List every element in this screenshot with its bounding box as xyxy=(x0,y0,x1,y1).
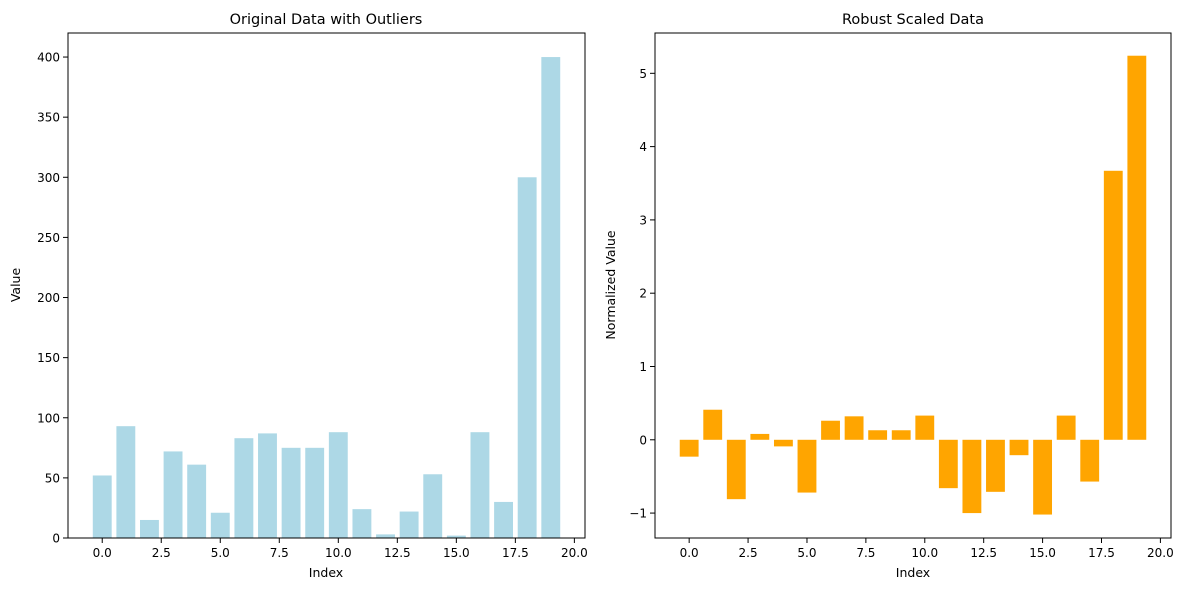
right-chart-bar-2 xyxy=(726,439,746,500)
right-chart-bar-15 xyxy=(1033,439,1053,515)
right-chart-xtick-label-4: 10.0 xyxy=(911,546,938,560)
right-chart-ytick-label-1: 0 xyxy=(639,433,647,447)
left-chart-bar-12 xyxy=(376,534,395,538)
right-chart-bar-0 xyxy=(679,439,699,457)
right-chart-bar-6 xyxy=(821,420,840,440)
left-chart-xtick-label-6: 15.0 xyxy=(443,546,470,560)
right-chart-bar-1 xyxy=(703,409,723,440)
right-chart-bar-13 xyxy=(986,439,1005,492)
right-chart-bar-12 xyxy=(962,439,982,514)
right-chart-bar-9 xyxy=(891,430,911,440)
right-chart-xtick-label-8: 20.0 xyxy=(1147,546,1174,560)
left-chart-xlabel: Index xyxy=(309,565,343,580)
left-chart-bar-18 xyxy=(517,177,537,539)
left-chart-bar-16 xyxy=(470,432,490,538)
left-chart-panel: Original Data with Outliers Index Value … xyxy=(8,12,588,580)
left-chart-xtick-label-4: 10.0 xyxy=(325,546,352,560)
right-chart-xtick-label-3: 7.5 xyxy=(856,546,875,560)
left-chart-bar-6 xyxy=(234,438,254,538)
right-chart-bar-17 xyxy=(1080,439,1100,482)
right-chart-ytick-label-2: 1 xyxy=(639,360,647,374)
right-chart-xtick-label-0: 0.0 xyxy=(680,546,699,560)
left-chart-ytick-label-1: 50 xyxy=(45,471,60,485)
left-chart-ytick-label-3: 150 xyxy=(37,351,60,365)
left-chart-bar-13 xyxy=(399,511,419,538)
right-chart-title: Robust Scaled Data xyxy=(842,12,984,28)
right-chart-xtick-label-7: 17.5 xyxy=(1088,546,1115,560)
left-chart-bar-5 xyxy=(210,512,230,538)
right-chart-ytick-label-3: 2 xyxy=(639,287,647,301)
right-chart-bar-4 xyxy=(773,439,793,447)
left-chart-bar-8 xyxy=(281,447,301,538)
left-chart-xtick-label-1: 2.5 xyxy=(152,546,171,560)
left-chart-xtick-label-3: 7.5 xyxy=(270,546,289,560)
left-chart-bar-19 xyxy=(541,57,561,539)
right-chart-bar-19 xyxy=(1127,55,1147,440)
left-chart-ylabel: Value xyxy=(8,268,23,303)
left-chart-ytick-label-4: 200 xyxy=(37,291,60,305)
right-chart-bar-7 xyxy=(844,416,864,440)
right-chart-xtick-label-6: 15.0 xyxy=(1029,546,1056,560)
right-chart-panel: Robust Scaled Data Index Normalized Valu… xyxy=(603,12,1174,580)
right-chart-bar-5 xyxy=(797,439,817,493)
left-chart-bar-4 xyxy=(187,464,207,538)
right-chart-bar-3 xyxy=(750,433,770,440)
right-chart-xtick-label-5: 12.5 xyxy=(970,546,997,560)
left-chart-ytick-label-5: 250 xyxy=(37,231,60,245)
left-chart-axes-frame xyxy=(67,32,586,539)
right-chart-ylabel: Normalized Value xyxy=(603,230,618,339)
right-chart-xlabel: Index xyxy=(896,565,930,580)
left-chart-ytick-label-6: 300 xyxy=(37,171,60,185)
left-chart-xtick-label-7: 17.5 xyxy=(502,546,529,560)
left-chart-bar-14 xyxy=(423,474,443,538)
left-chart-bar-9 xyxy=(305,447,325,538)
right-chart-bar-11 xyxy=(938,439,958,489)
left-chart-xtick-label-0: 0.0 xyxy=(93,546,112,560)
left-chart-bar-17 xyxy=(494,501,513,538)
left-chart-xtick-label-2: 5.0 xyxy=(211,546,230,560)
left-chart-xtick-label-5: 12.5 xyxy=(384,546,411,560)
right-chart-ytick-label-6: 5 xyxy=(639,67,647,81)
left-chart-title: Original Data with Outliers xyxy=(230,12,423,28)
left-chart-bar-15 xyxy=(446,535,466,538)
right-chart-ytick-label-4: 3 xyxy=(639,213,647,227)
left-chart-bar-3 xyxy=(163,451,183,538)
left-chart-ytick-label-2: 100 xyxy=(37,411,60,425)
left-chart-bar-10 xyxy=(328,432,348,538)
left-chart-bar-2 xyxy=(140,519,159,538)
right-chart-bar-10 xyxy=(915,415,935,440)
left-chart-bar-11 xyxy=(352,509,372,538)
left-chart-ytick-label-0: 0 xyxy=(52,532,60,546)
right-chart-xtick-label-1: 2.5 xyxy=(739,546,758,560)
right-chart-axes-frame xyxy=(654,32,1172,539)
right-chart-bar-16 xyxy=(1056,415,1076,440)
left-chart-bar-7 xyxy=(258,433,277,538)
right-chart-bar-18 xyxy=(1103,170,1123,440)
right-chart-xtick-label-2: 5.0 xyxy=(797,546,816,560)
left-chart-ytick-label-8: 400 xyxy=(37,51,60,65)
left-chart-xtick-label-8: 20.0 xyxy=(561,546,588,560)
left-chart-ytick-label-7: 350 xyxy=(37,111,60,125)
right-chart-ytick-label-0: −1 xyxy=(629,507,647,521)
right-chart-ytick-label-5: 4 xyxy=(639,140,647,154)
left-chart-bar-0 xyxy=(92,475,112,538)
right-chart-bar-8 xyxy=(868,430,888,440)
left-chart-bar-1 xyxy=(116,426,136,538)
right-chart-bar-14 xyxy=(1009,439,1029,456)
